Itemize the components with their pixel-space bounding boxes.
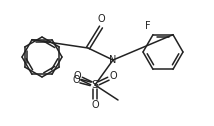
Text: S: S xyxy=(91,80,99,90)
Text: N: N xyxy=(109,55,117,65)
Text: O: O xyxy=(72,75,80,85)
Text: O: O xyxy=(109,71,117,81)
Text: O: O xyxy=(91,100,99,110)
Text: O: O xyxy=(97,14,105,24)
Text: F: F xyxy=(145,21,151,31)
Text: O: O xyxy=(73,71,81,81)
